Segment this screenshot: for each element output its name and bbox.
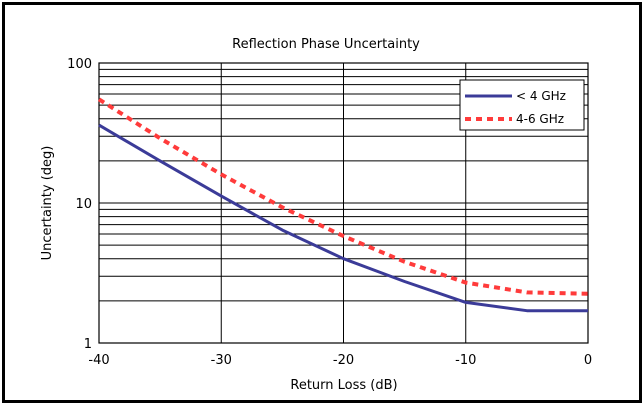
y-tick-label: 1 (84, 337, 92, 352)
chart-title: Reflection Phase Uncertainty (232, 37, 420, 52)
y-tick-label: 100 (67, 57, 92, 72)
series-layer (97, 97, 589, 313)
x-axis-label: Return Loss (dB) (290, 378, 397, 393)
x-tick-label: -30 (211, 353, 232, 368)
plot-area-border (98, 62, 589, 344)
legend-box (459, 79, 585, 131)
y-tick-labels: 1 10 100 (67, 57, 92, 352)
legend: < 4 GHz 4-6 GHz (459, 79, 585, 131)
y-tick-label: 10 (75, 197, 92, 212)
x-tick-label: 0 (584, 353, 592, 368)
x-tick-label: -10 (455, 353, 476, 368)
x-tick-label: -20 (333, 353, 354, 368)
series-line-1 (98, 123, 588, 313)
y-axis-label: Uncertainty (deg) (40, 146, 55, 261)
legend-label-series-2: 4-6 GHz (516, 112, 564, 126)
x-tick-label: -40 (88, 353, 109, 368)
series-line-2 (97, 97, 589, 296)
legend-label-series-1: < 4 GHz (516, 89, 566, 103)
x-tick-labels: -40 -30 -20 -10 0 (88, 353, 592, 368)
